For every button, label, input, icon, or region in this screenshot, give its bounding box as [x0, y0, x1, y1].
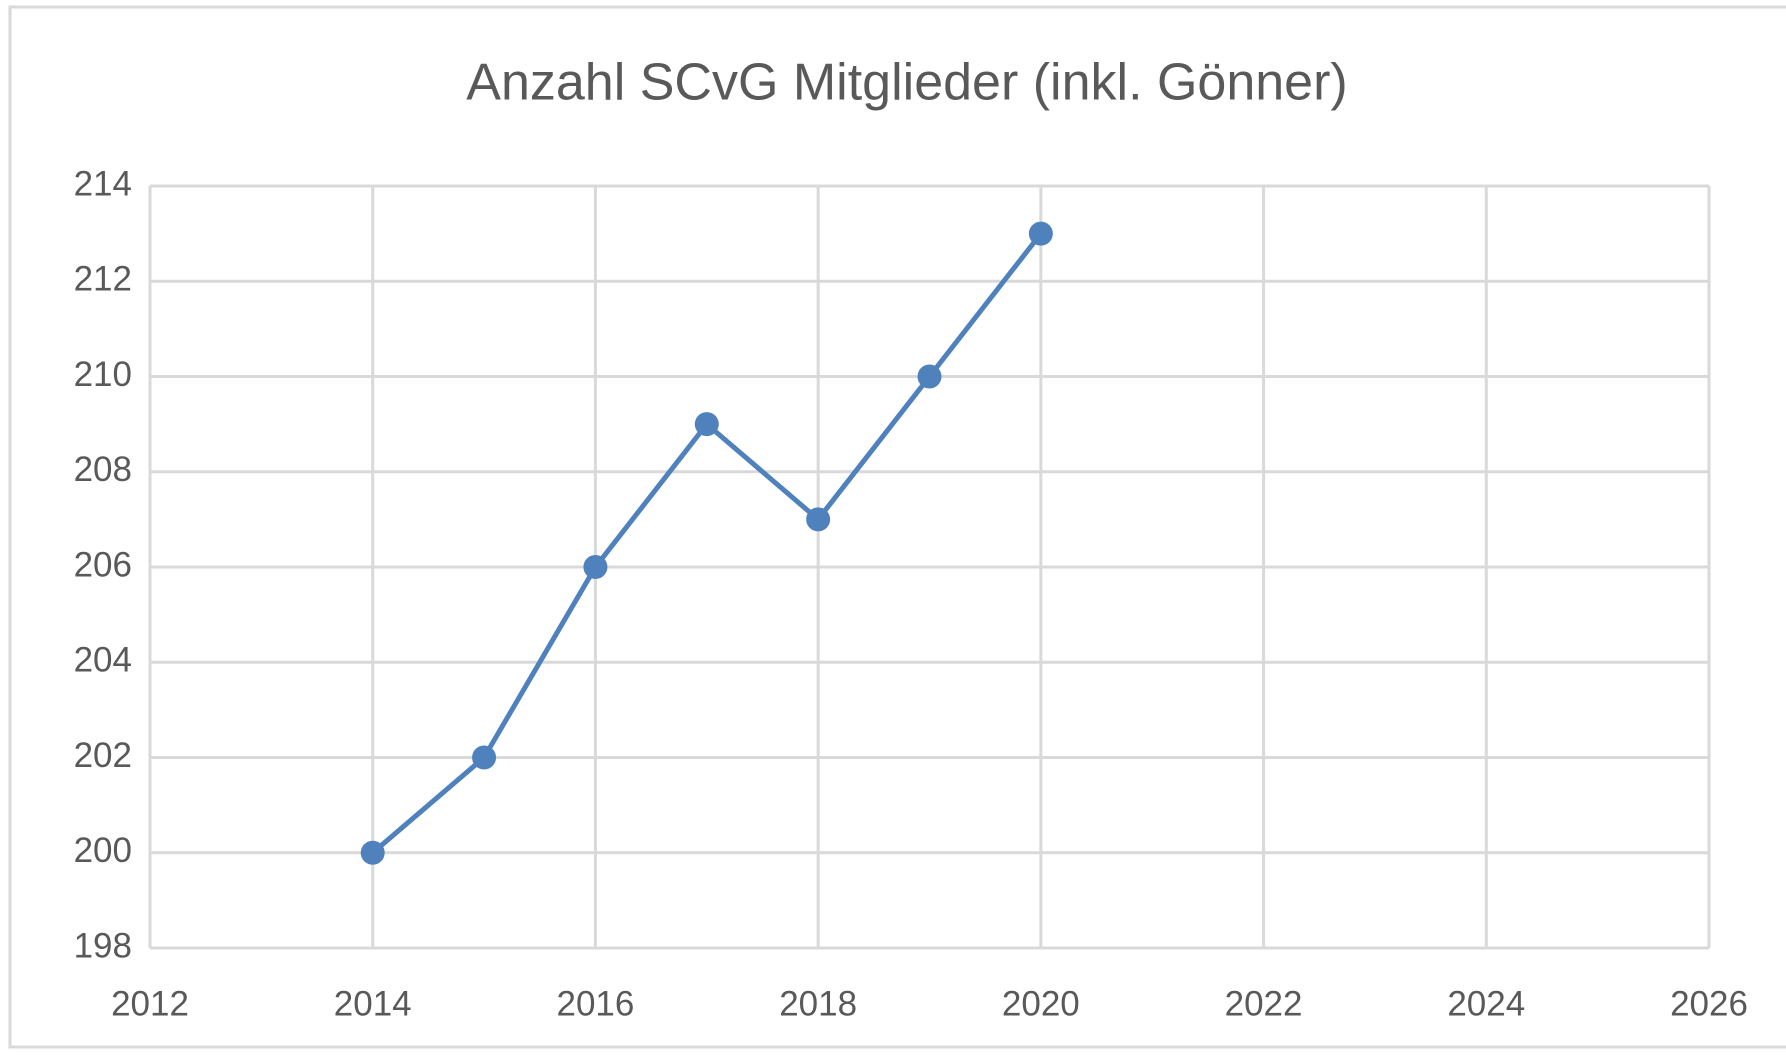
x-tick-label: 2018: [779, 984, 857, 1023]
x-tick-label: 2022: [1225, 984, 1303, 1023]
y-tick-label: 212: [74, 260, 132, 299]
y-tick-label: 204: [74, 641, 132, 680]
chart-frame: [8, 5, 1786, 1049]
x-tick-label: 2016: [556, 984, 634, 1023]
data-point: [806, 507, 831, 532]
y-tick-label: 210: [74, 355, 132, 394]
data-point: [917, 364, 942, 389]
y-tick-label: 202: [74, 736, 132, 775]
y-tick-label: 198: [74, 926, 132, 965]
x-tick-label: 2024: [1447, 984, 1525, 1023]
y-tick-label: 200: [74, 831, 132, 870]
x-tick-label: 2014: [334, 984, 412, 1023]
data-point: [360, 840, 385, 865]
x-tick-label: 2012: [111, 984, 189, 1023]
y-tick-label: 206: [74, 545, 132, 584]
data-point: [472, 745, 497, 770]
data-point: [1028, 221, 1053, 246]
y-tick-label: 208: [74, 450, 132, 489]
y-tick-label: 214: [74, 164, 132, 203]
chart-title: Anzahl SCvG Mitglieder (inkl. Gönner): [466, 54, 1347, 112]
x-tick-label: 2020: [1002, 984, 1080, 1023]
data-point: [583, 555, 608, 579]
x-tick-label: 2026: [1670, 984, 1748, 1023]
data-point: [694, 412, 719, 437]
